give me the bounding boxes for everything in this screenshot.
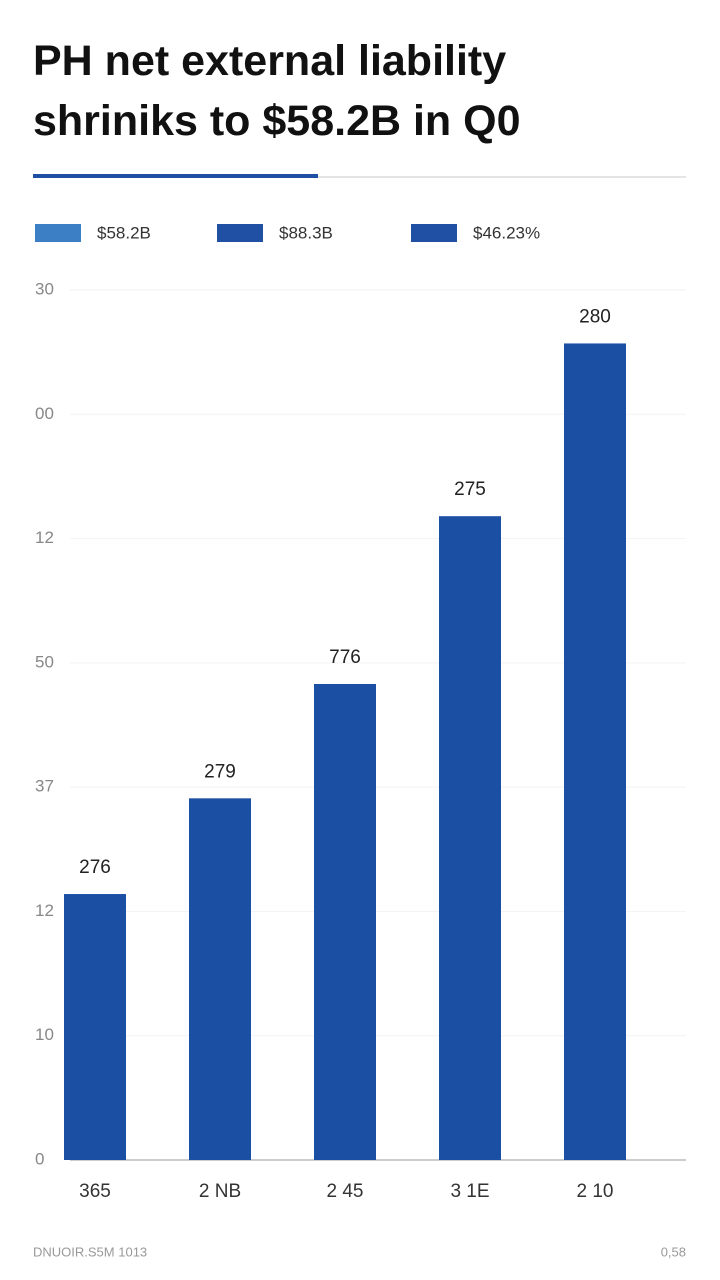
bar (439, 516, 501, 1160)
bar (64, 894, 126, 1160)
y-tick-label: 10 (35, 1025, 54, 1044)
y-tick-label: 00 (35, 404, 54, 423)
legend-label: $46.23% (473, 223, 540, 242)
value-label: 280 (579, 306, 611, 327)
x-tick-label: 2 45 (327, 1181, 364, 1202)
y-tick-label: 30 (35, 279, 54, 298)
title-line: PH net external liability (33, 37, 506, 85)
source: DNUOIR.S5M 1013 (33, 1244, 147, 1259)
legend-swatch (35, 224, 81, 242)
y-tick-label: 50 (35, 652, 54, 671)
y-tick-label: 12 (35, 901, 54, 920)
x-tick-label: 365 (79, 1181, 111, 1202)
value-label: 276 (79, 857, 111, 878)
legend-swatch (217, 224, 263, 242)
legend-swatch (411, 224, 457, 242)
value-label: 776 (329, 647, 361, 668)
y-tick-label: 12 (35, 528, 54, 547)
y-tick-label: 0 (35, 1149, 44, 1168)
title-line: shriniks to $58.2B in Q0 (33, 97, 521, 145)
value-label: 275 (454, 479, 486, 500)
page-number: 0,58 (661, 1244, 686, 1259)
value-label: 279 (204, 761, 236, 782)
bar (314, 683, 376, 1160)
x-tick-label: 3 1E (450, 1181, 489, 1202)
legend-label: $58.2B (97, 223, 151, 242)
x-tick-label: 2 10 (577, 1181, 614, 1202)
x-tick-label: 2 NB (199, 1181, 241, 1202)
y-tick-label: 37 (35, 777, 54, 796)
bar (564, 343, 626, 1160)
bar (189, 798, 251, 1160)
legend-label: $88.3B (279, 223, 333, 242)
